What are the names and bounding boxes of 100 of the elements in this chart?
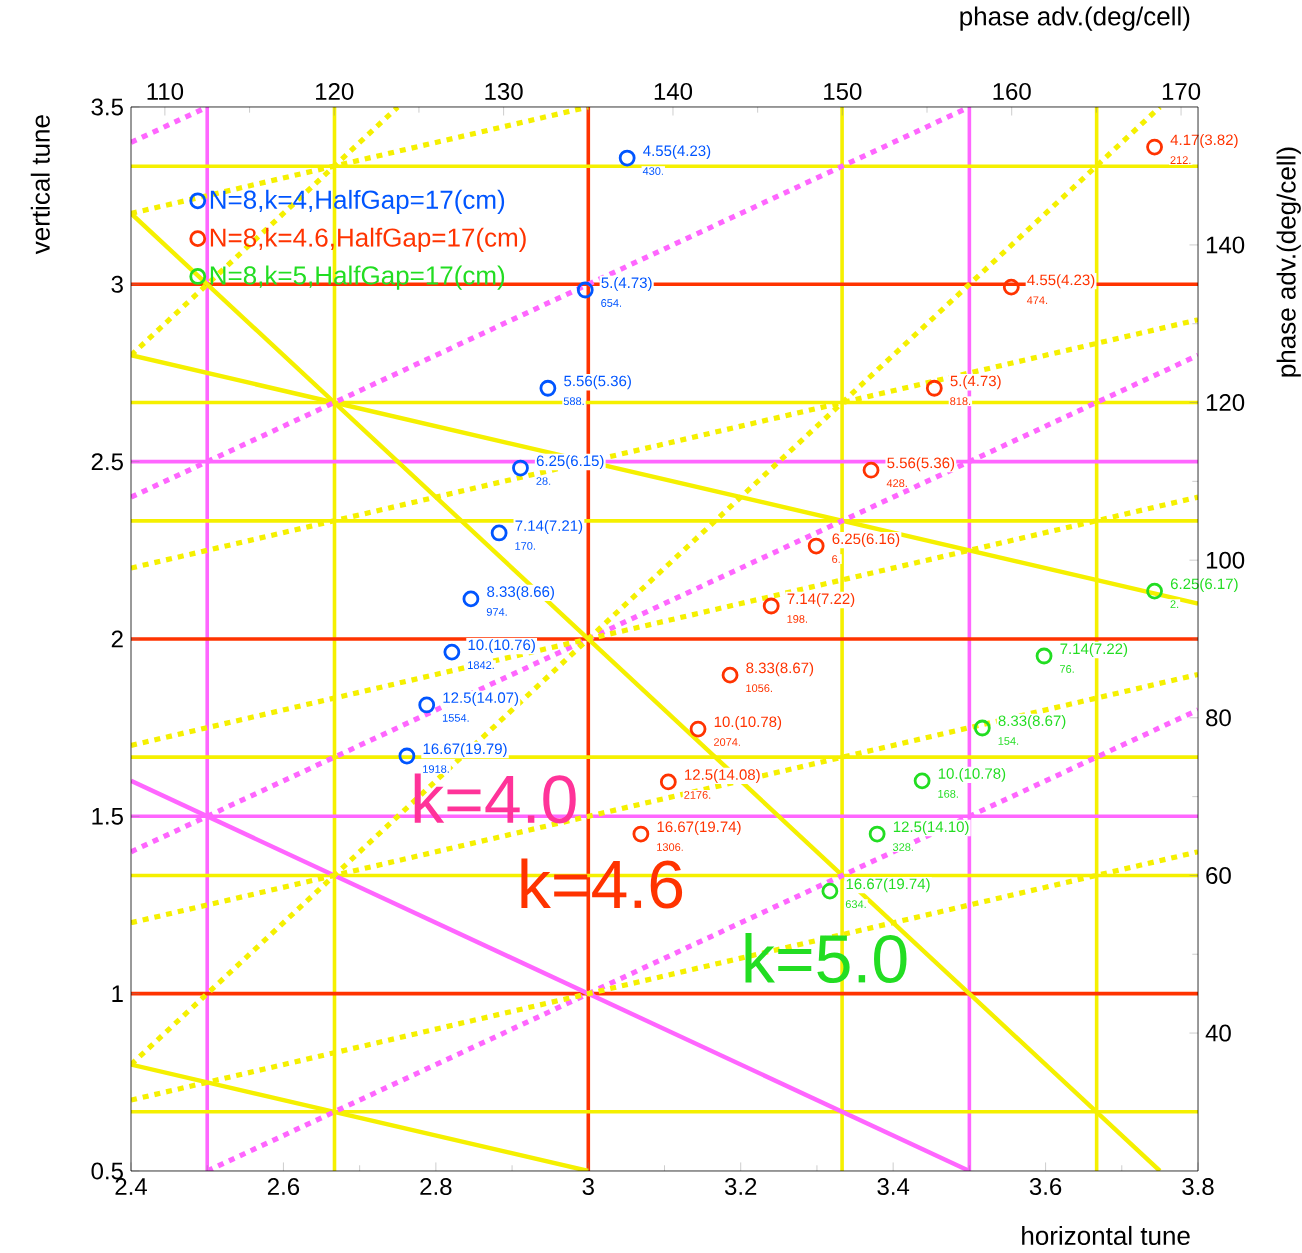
y-tick-label: 2.5: [91, 453, 123, 471]
point: [1146, 138, 1163, 156]
annotation: 10.(10.78): [714, 716, 782, 731]
x-tick-label: 3: [582, 1178, 594, 1196]
annotation: 168.: [938, 789, 958, 798]
annotation: 7.14(7.22): [1060, 643, 1128, 657]
x-tick-label: 2.4: [115, 1178, 147, 1195]
annotation: 8.33(8.66): [487, 585, 554, 600]
x2-tick-label: 130: [485, 82, 523, 100]
y-tick-label: 1: [112, 985, 123, 1002]
point: [618, 149, 636, 167]
point: [1002, 278, 1020, 296]
x-tick-label: 3.2: [724, 1178, 757, 1196]
annotation: 2074.: [714, 738, 740, 746]
x-tick-label: 2.8: [420, 1178, 452, 1196]
annotation: 5.(4.73): [601, 277, 652, 291]
y2-tick-label: 100: [1206, 551, 1245, 569]
y-tick-label: 2: [111, 630, 123, 648]
point: [913, 772, 931, 790]
x-tick-label: 2.6: [267, 1178, 300, 1196]
point: [821, 882, 839, 900]
y2-tick-label: 140: [1206, 236, 1245, 254]
x-tick-label: 3.6: [1029, 1178, 1062, 1196]
annotation: 16.67(19.79): [423, 743, 507, 758]
annotation: 16.67(19.74): [657, 821, 741, 836]
point: [721, 666, 739, 684]
y-axis-title: vertical tune: [30, 115, 50, 255]
annotation: 6.: [832, 555, 840, 563]
annotation: 4.55(4.23): [643, 145, 711, 160]
y-tick-label: 3.5: [91, 98, 123, 116]
x2-tick-label: 170: [1162, 82, 1201, 100]
point: [512, 459, 529, 477]
point: [659, 773, 677, 791]
point: [539, 379, 557, 397]
annotation: 12.5(14.08): [685, 768, 760, 783]
annotation: k=4.0: [414, 773, 576, 824]
annotation: 974.: [486, 608, 507, 616]
annotation: 212.: [1170, 156, 1191, 164]
x2-tick-label: 110: [147, 82, 184, 100]
y2-axis-title: phase adv.(deg/cell): [1276, 147, 1301, 377]
point: [689, 720, 707, 738]
x2-tick-label: 120: [316, 82, 354, 100]
point: [418, 696, 436, 714]
annotation: 2176.: [684, 791, 711, 799]
annotation: 4.55(4.23): [1027, 274, 1095, 289]
y2-tick-label: 80: [1206, 709, 1231, 727]
annotation: 818.: [950, 397, 971, 406]
annotation: 198.: [787, 615, 807, 623]
annotation: 6.25(6.16): [832, 533, 900, 548]
annotation: 6.25(6.17): [1170, 578, 1238, 593]
point: [490, 524, 508, 542]
y2-tick-label: 60: [1206, 866, 1231, 884]
annotation: 5.56(5.36): [887, 457, 955, 472]
point: [443, 643, 461, 661]
annotation: 10.(10.78): [938, 767, 1006, 782]
y2-tick-label: 40: [1205, 1024, 1231, 1042]
x-axis-title: horizontal tune: [1022, 1225, 1190, 1246]
annotation: 474.: [1026, 296, 1048, 304]
annotation: 1306.: [657, 843, 683, 851]
y-tick-label: 3: [111, 275, 123, 293]
annotation: 428.: [886, 479, 907, 488]
x2-tick-label: 150: [824, 82, 862, 100]
annotation: 76.: [1060, 665, 1074, 673]
annotation: 1554.: [442, 714, 469, 722]
point: [807, 537, 825, 555]
point: [862, 461, 880, 479]
annotation: 12.5(14.10): [893, 821, 969, 836]
annotation: 328.: [892, 843, 913, 851]
point: [973, 719, 991, 737]
annotation: 634.: [845, 900, 866, 909]
annotation: 1056.: [746, 684, 772, 693]
annotation: 154.: [998, 737, 1019, 745]
annotation: 10.(10.76): [468, 639, 535, 654]
point: [632, 825, 650, 843]
point: [868, 825, 886, 843]
x-tick-label: 3.8: [1182, 1178, 1214, 1196]
annotation: 7.14(7.22): [787, 593, 855, 607]
point: [762, 597, 780, 615]
point: [398, 747, 416, 765]
point: [462, 590, 480, 608]
annotation: 6.25(6.15): [536, 455, 604, 470]
annotation: 8.33(8.67): [998, 715, 1066, 729]
annotation: 7.14(7.21): [515, 519, 583, 534]
y-tick-label: 1.5: [92, 807, 123, 825]
annotation: 4.17(3.82): [1170, 134, 1238, 149]
x2-tick-label: 160: [993, 82, 1031, 100]
annotation: 654.: [601, 299, 622, 307]
x2-tick-label: 140: [654, 82, 693, 100]
point: [576, 281, 594, 299]
annotation: 1918.: [423, 765, 449, 773]
y2-tick-label: 120: [1206, 394, 1245, 412]
annotation: 12.5(14.07): [443, 691, 519, 706]
annotation: 2.: [1170, 600, 1179, 608]
annotation: 1842.: [468, 661, 494, 669]
annotation: 8.33(8.67): [746, 662, 814, 677]
annotation: 588.: [563, 397, 584, 406]
annotation: 5.(4.73): [950, 375, 1001, 390]
x2-axis-title: phase adv.(deg/cell): [960, 6, 1190, 31]
point: [1146, 582, 1163, 600]
annotation: 5.56(5.36): [564, 375, 631, 390]
